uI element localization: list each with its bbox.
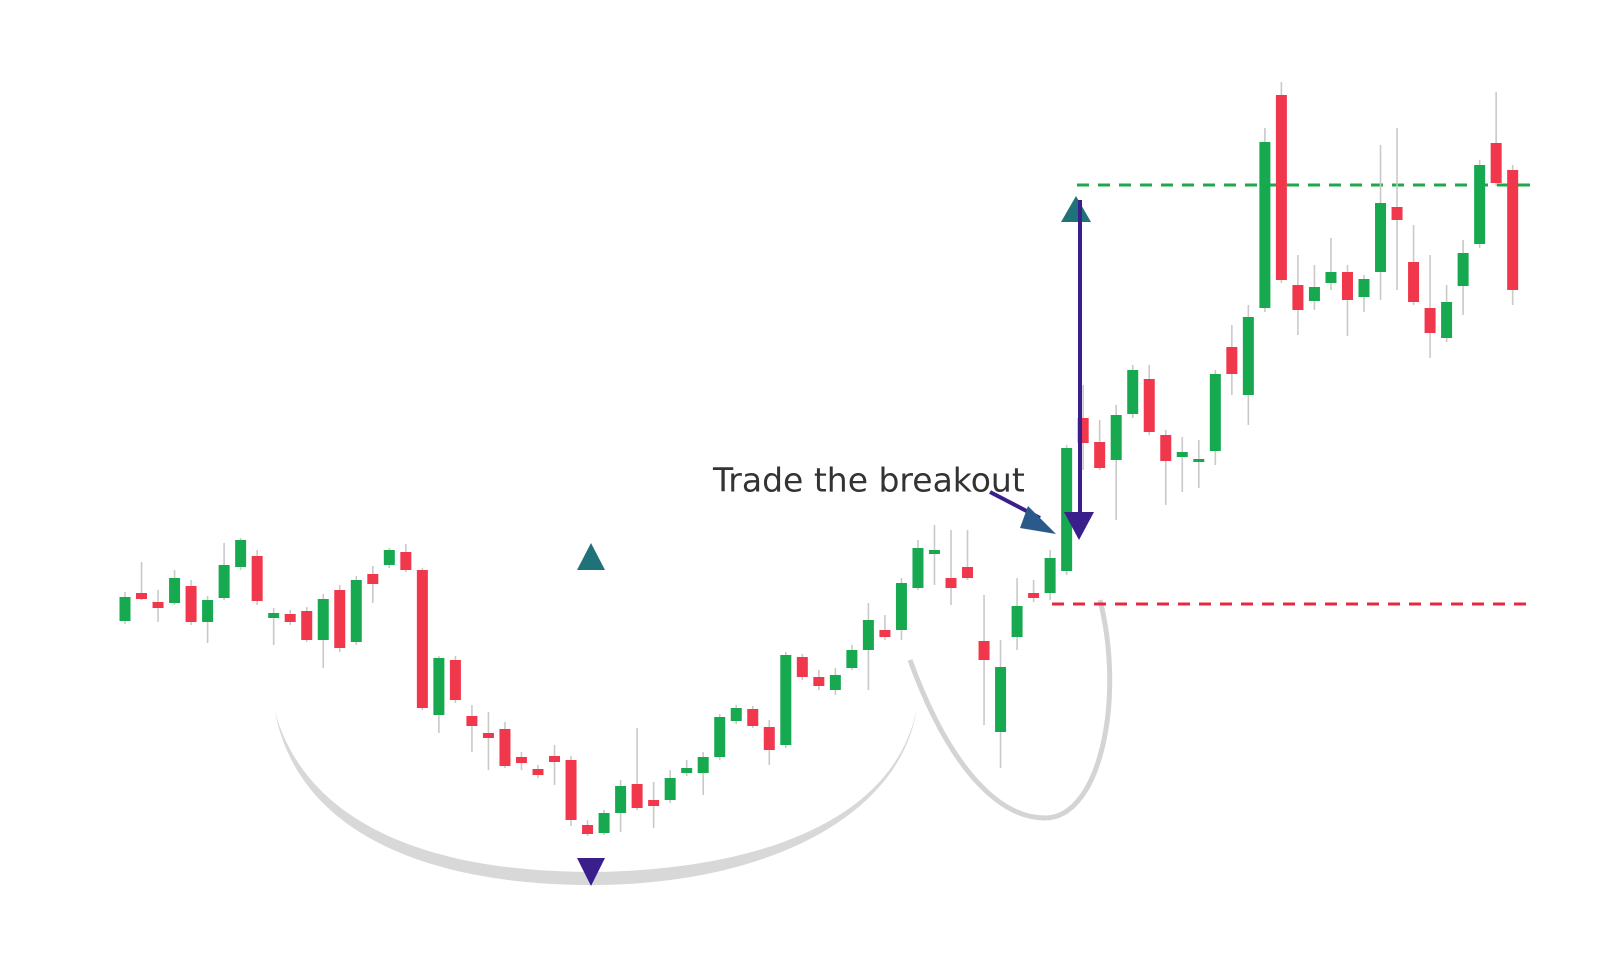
candle-body [202,600,214,622]
candle-body [1375,203,1387,272]
candle-body [978,641,990,660]
candle-body [1341,272,1353,300]
candle-body [1457,253,1469,286]
candle-body [1507,170,1519,290]
candle-body [995,667,1007,732]
candle-body [1490,143,1502,183]
arrow-head [1020,506,1056,534]
candle-body [1143,379,1155,432]
candle-body [945,578,957,588]
candle-body [780,655,792,745]
arrow-head [1064,512,1094,540]
candle-body [515,757,527,763]
candles [119,82,1519,836]
candle-body [400,552,412,570]
candle-body [1424,308,1436,333]
candle-body [1193,459,1205,462]
candle-body [1011,606,1023,637]
candle-body [218,565,230,598]
candle-body [119,597,131,621]
candle-body [1275,95,1287,280]
candle-body [449,660,461,700]
candle-body [1226,347,1238,374]
annotation: Trade the breakout [712,461,1025,500]
candle-body [1094,442,1106,468]
candle-body [879,630,891,637]
candle-body [1028,593,1040,598]
candle-body [268,613,280,618]
candle-body [482,733,494,738]
candle-body [615,786,627,813]
candle-body [1441,302,1453,338]
candle-body [152,602,164,608]
candle-body [284,614,296,622]
candle-body [846,650,858,668]
candle-body [1391,207,1403,220]
candle-body [829,675,841,690]
candle-body [350,580,362,642]
candle-body [416,570,428,708]
candle-body [1292,285,1304,310]
candle-body [895,583,907,630]
candle-body [367,574,379,584]
candle-body [1242,317,1254,395]
candle-body [962,567,974,578]
candle-body [1408,262,1420,302]
candle-body [317,599,329,640]
candle-body [862,620,874,650]
candle-body [1127,370,1139,414]
candle-body [185,586,197,622]
candle-body [1077,418,1089,443]
candle-body [383,550,395,565]
candle-body [1325,272,1337,283]
levels [244,183,1534,606]
candle-body [1358,279,1370,297]
candle-body [466,716,478,726]
candle-body [433,658,445,715]
measure-arrows [577,196,1094,886]
candle-body [598,813,610,833]
candle-body [1259,142,1271,308]
candle-body [796,657,808,677]
candle-body [334,590,346,648]
candle-body [681,768,693,773]
candle-body [136,593,148,599]
handle-shape [907,599,1113,821]
candle-body [532,769,544,775]
candle-body [1209,374,1221,451]
candle-body [648,800,660,806]
candle-body [1176,452,1188,457]
candle-body [565,760,577,820]
candle-body [928,550,940,554]
candle-body [499,729,511,766]
candle-body [1474,165,1486,244]
pattern-outline [275,599,1113,885]
candle-body [251,556,263,601]
candle-body [235,540,247,567]
candle-body [1044,558,1056,593]
arrow-head [577,858,605,886]
candle-body [549,756,561,762]
candle-body [747,709,759,726]
candle-body [1110,415,1122,460]
arrow-head [577,543,605,570]
candle-body [697,757,709,773]
candle-body [664,778,676,800]
candle-body [582,825,594,834]
candle-body [813,677,825,686]
candle-body [169,578,181,603]
candle-body [631,784,643,808]
candle-body [730,708,742,721]
candle-body [1061,448,1073,571]
candle-body [301,611,313,640]
candle-body [714,717,726,757]
candle-body [1308,287,1320,301]
candle-body [1160,435,1172,461]
candle-body [763,727,775,750]
arrow-head [1061,196,1091,222]
candle-body [912,548,924,588]
